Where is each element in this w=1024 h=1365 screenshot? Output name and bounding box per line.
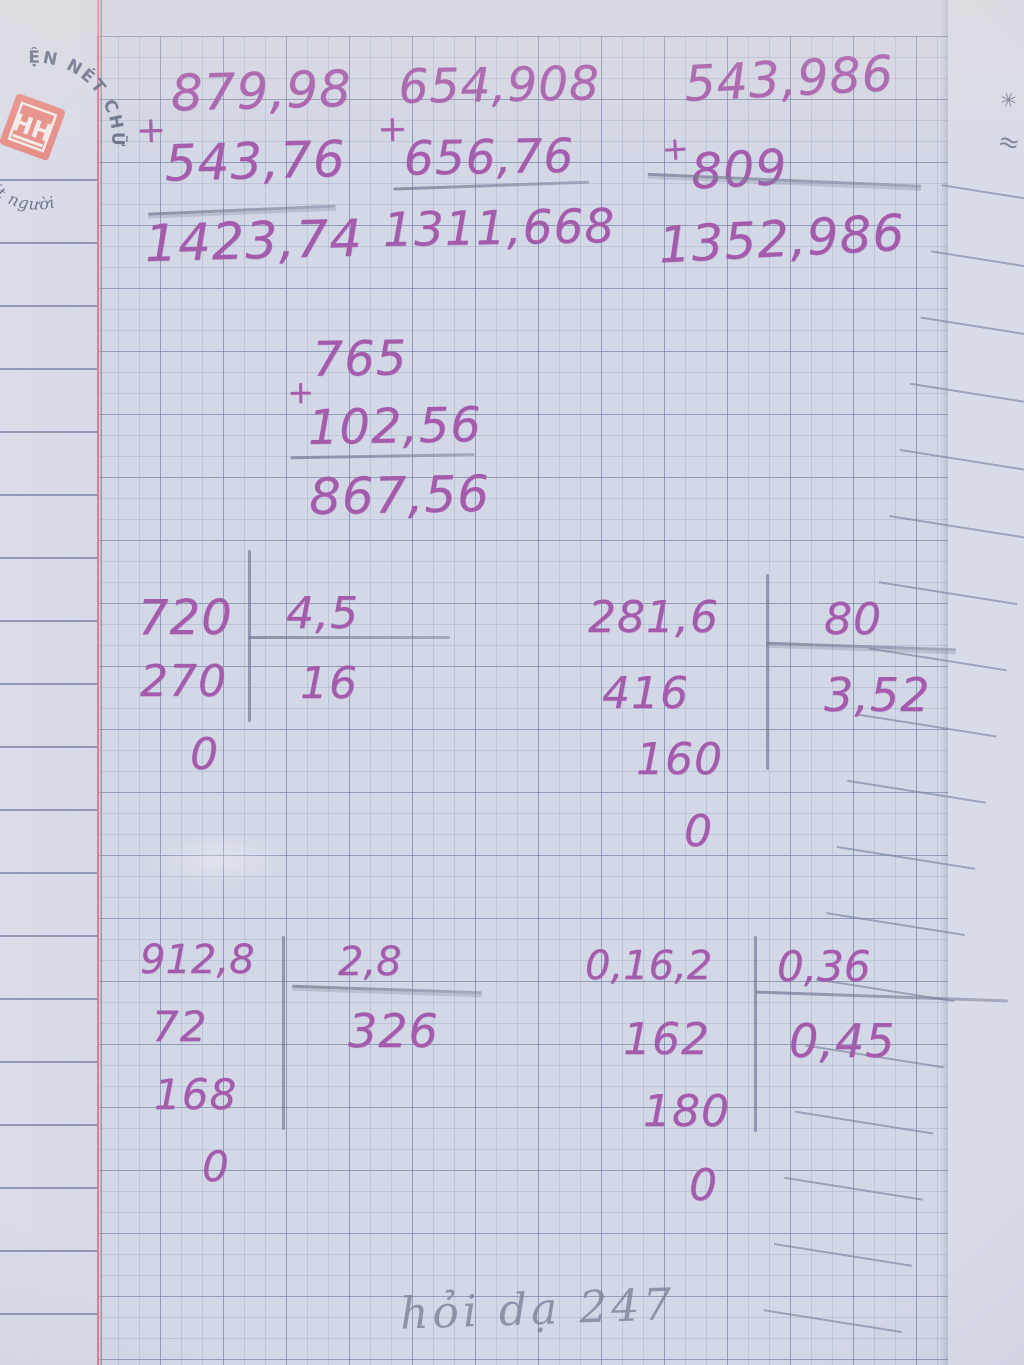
work-row: 72 xyxy=(152,1002,208,1051)
addition-problem-2: 654,908 + 656,76 1311,668 xyxy=(376,54,620,288)
work-row: 0 xyxy=(684,806,713,857)
division-problem-4: 0,16,2 0,36 162 0,45 180 0 xyxy=(575,930,1020,1225)
division-bracket-horizontal-line xyxy=(756,990,1008,1002)
dividend: 281,6 xyxy=(588,592,719,643)
quotient: 16 xyxy=(300,658,358,709)
quotient: 0,45 xyxy=(789,1014,896,1068)
work-row: 0 xyxy=(689,1160,718,1211)
division-bracket-vertical-line xyxy=(754,936,757,1132)
red-margin-line xyxy=(97,0,103,1365)
work-row: 0 xyxy=(190,729,219,780)
division-bracket-vertical-line xyxy=(766,574,769,770)
addition-problem-3: 543,986 + 809 1352,986 xyxy=(639,42,961,298)
erasure-smudge xyxy=(150,833,290,885)
sum: 1352,986 xyxy=(657,203,907,275)
divisor: 2,8 xyxy=(338,939,402,985)
work-row: 160 xyxy=(636,734,723,785)
plus-sign: + xyxy=(135,109,168,152)
stamp-logo-square xyxy=(0,93,66,161)
divisor: 4,5 xyxy=(286,588,359,639)
division-problem-3: 912,8 2,8 72 326 168 0 xyxy=(130,930,482,1205)
work-row: 162 xyxy=(623,1014,710,1065)
work-row: 180 xyxy=(643,1086,730,1137)
division-problem-1: 720 4,5 270 16 0 xyxy=(130,548,470,813)
addition-problem-4: 765 + 102,56 867,56 xyxy=(286,328,560,548)
addend: 879,98 xyxy=(170,59,353,123)
work-row: 270 xyxy=(140,656,227,707)
sum: 1311,668 xyxy=(382,198,616,259)
divisor: 80 xyxy=(824,594,882,645)
addend: 102,56 xyxy=(307,396,483,457)
division-bracket-vertical-line xyxy=(282,936,285,1130)
quotient: 326 xyxy=(348,1004,439,1058)
division-problem-2: 281,6 80 416 3,52 160 0 xyxy=(580,570,970,865)
dividend: 912,8 xyxy=(140,937,255,983)
sum: 867,56 xyxy=(308,464,491,526)
quotient: 3,52 xyxy=(824,668,931,722)
work-row: 168 xyxy=(154,1070,238,1119)
addend: 656,76 xyxy=(403,128,575,187)
work-row: 0 xyxy=(202,1142,230,1191)
addend: 765 xyxy=(312,330,408,388)
svg-text:nét người: nét người xyxy=(0,167,63,224)
divisor: 0,36 xyxy=(777,942,871,991)
addend: 543,986 xyxy=(682,45,896,113)
addend: 809 xyxy=(689,138,789,201)
left-facing-page xyxy=(0,0,97,1365)
division-bracket-horizontal-line xyxy=(292,984,482,994)
work-row: 416 xyxy=(602,668,689,719)
ruled-lines xyxy=(0,118,97,1365)
division-bracket-horizontal-line xyxy=(248,636,450,639)
sum: 1423,74 xyxy=(144,209,364,275)
dividend: 0,16,2 xyxy=(585,943,713,989)
addend: 543,76 xyxy=(163,129,347,193)
dividend: 720 xyxy=(138,590,233,646)
stamp-arc-bottom-text: nét người xyxy=(0,167,63,224)
plus-sign: + xyxy=(660,128,691,169)
addition-problem-1: 879,98 + 543,76 1423,74 xyxy=(132,57,398,294)
footer-note: hỏi dạ 247 xyxy=(399,1279,677,1340)
addend: 654,908 xyxy=(398,56,601,115)
